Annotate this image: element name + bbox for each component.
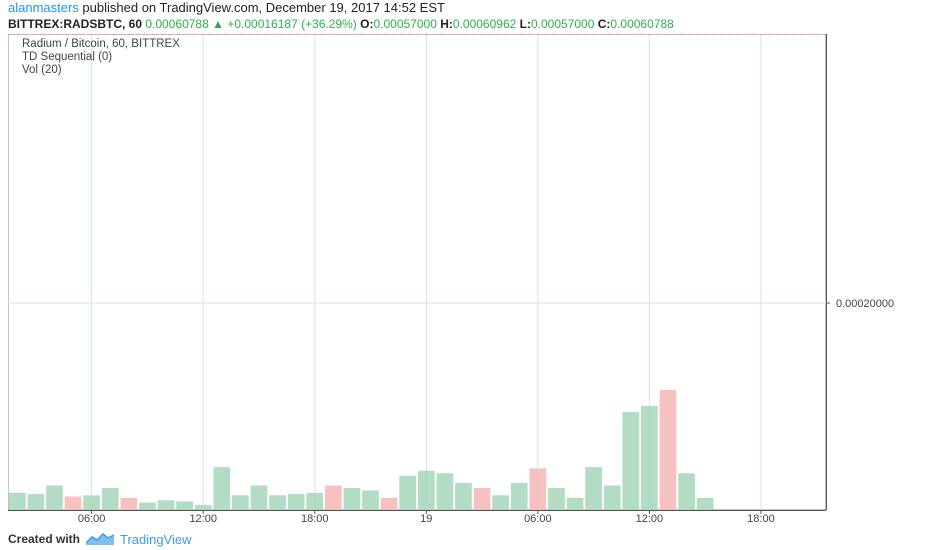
- volume-bar: [696, 497, 714, 510]
- volume-bar: [548, 487, 565, 510]
- symbol-label: BITTREX:RADSBTC, 60: [8, 17, 143, 31]
- volume-bar: [529, 468, 547, 510]
- volume-bar: [343, 487, 361, 510]
- x-tick-label: 18:00: [301, 513, 329, 524]
- x-tick-label: 12:00: [189, 513, 217, 524]
- publish-info: alanmasters published on TradingView.com…: [8, 0, 445, 16]
- change-value: +0.00016187 (+36.29%): [227, 17, 357, 31]
- volume-bar: [306, 492, 324, 510]
- brand-label: TradingView: [120, 531, 192, 547]
- volume-bar: [250, 485, 268, 510]
- plot-frame: [7, 33, 827, 511]
- low-value: 0.00057000: [530, 17, 595, 31]
- legend-td-sequential[interactable]: TD Sequential (0): [22, 51, 113, 63]
- volume-bar: [585, 467, 602, 510]
- author-link[interactable]: alanmasters: [8, 0, 79, 15]
- high-value: 0.00060962: [452, 17, 517, 31]
- volume-bar: [603, 485, 621, 510]
- tradingview-brand[interactable]: TradingView: [86, 532, 192, 547]
- close-value: 0.00060788: [610, 17, 674, 31]
- footer: Created with TradingView: [8, 530, 192, 548]
- legend-symbol[interactable]: Radium / Bitcoin, 60, BITTREX: [22, 38, 180, 50]
- close-label: C:: [597, 17, 611, 31]
- volume-bar: [380, 497, 398, 510]
- volume-bar: [176, 501, 193, 510]
- volume-bar: [622, 412, 640, 510]
- volume-bar: [269, 495, 286, 510]
- y-tick-label: 0.00020000: [836, 298, 894, 310]
- volume-bar: [324, 485, 342, 510]
- up-arrow-icon: ▲: [212, 17, 224, 31]
- volume-bar: [27, 494, 45, 510]
- x-tick-label: 06:00: [524, 513, 552, 524]
- tradingview-logo-icon: [86, 533, 115, 545]
- low-label: L:: [519, 17, 531, 31]
- price-chart[interactable]: 0.00020000 06:00 12:00 18:00 19 06:00 12:00 18:…: [7, 33, 928, 525]
- volume-bar: [455, 483, 472, 510]
- volume-bar: [287, 494, 305, 510]
- chart-legend: Radium / Bitcoin, 60, BITTREX TD Sequent…: [22, 38, 180, 77]
- volume-bar: [157, 500, 175, 510]
- volume-bar: [473, 487, 491, 510]
- x-tick-label: 06:00: [78, 513, 106, 524]
- volume-bar: [213, 467, 231, 510]
- volume-bar: [492, 495, 510, 510]
- volume-bar: [120, 497, 138, 510]
- volume-bar: [101, 487, 119, 510]
- volume-bar: [399, 475, 417, 510]
- volume-bar: [417, 470, 435, 510]
- open-label: O:: [360, 17, 374, 31]
- volume-bar: [8, 492, 26, 510]
- x-tick-label: 18:00: [747, 513, 775, 524]
- open-value: 0.00057000: [373, 17, 437, 31]
- volume-bar: [64, 496, 82, 510]
- last-price: 0.00060788: [145, 17, 209, 31]
- ticker-bar: BITTREX:RADSBTC, 60 0.00060788 ▲ +0.0001…: [8, 17, 932, 33]
- published-text: published on TradingView.com, December 1…: [78, 0, 445, 15]
- x-tick-label: 19: [420, 513, 432, 524]
- volume-bar: [232, 495, 249, 510]
- x-tick-label: 12:00: [636, 513, 664, 524]
- volume-bar: [83, 495, 101, 510]
- volume-bar: [362, 490, 379, 510]
- volume-bar: [510, 483, 528, 510]
- volume-bar: [641, 405, 658, 510]
- volume-bar: [139, 502, 156, 510]
- legend-volume[interactable]: Vol (20): [22, 64, 62, 76]
- volume-bar: [659, 390, 677, 510]
- volume-bar: [566, 497, 584, 510]
- created-with-label: Created with: [8, 532, 81, 546]
- volume-bar: [436, 473, 454, 510]
- volume-bar: [678, 473, 695, 510]
- chart-area[interactable]: 0.00020000 06:00 12:00 18:00 19 06:00 12:00 18:…: [7, 33, 928, 525]
- volume-bar: [194, 505, 212, 510]
- high-label: H:: [440, 17, 453, 31]
- volume-bar: [46, 485, 63, 510]
